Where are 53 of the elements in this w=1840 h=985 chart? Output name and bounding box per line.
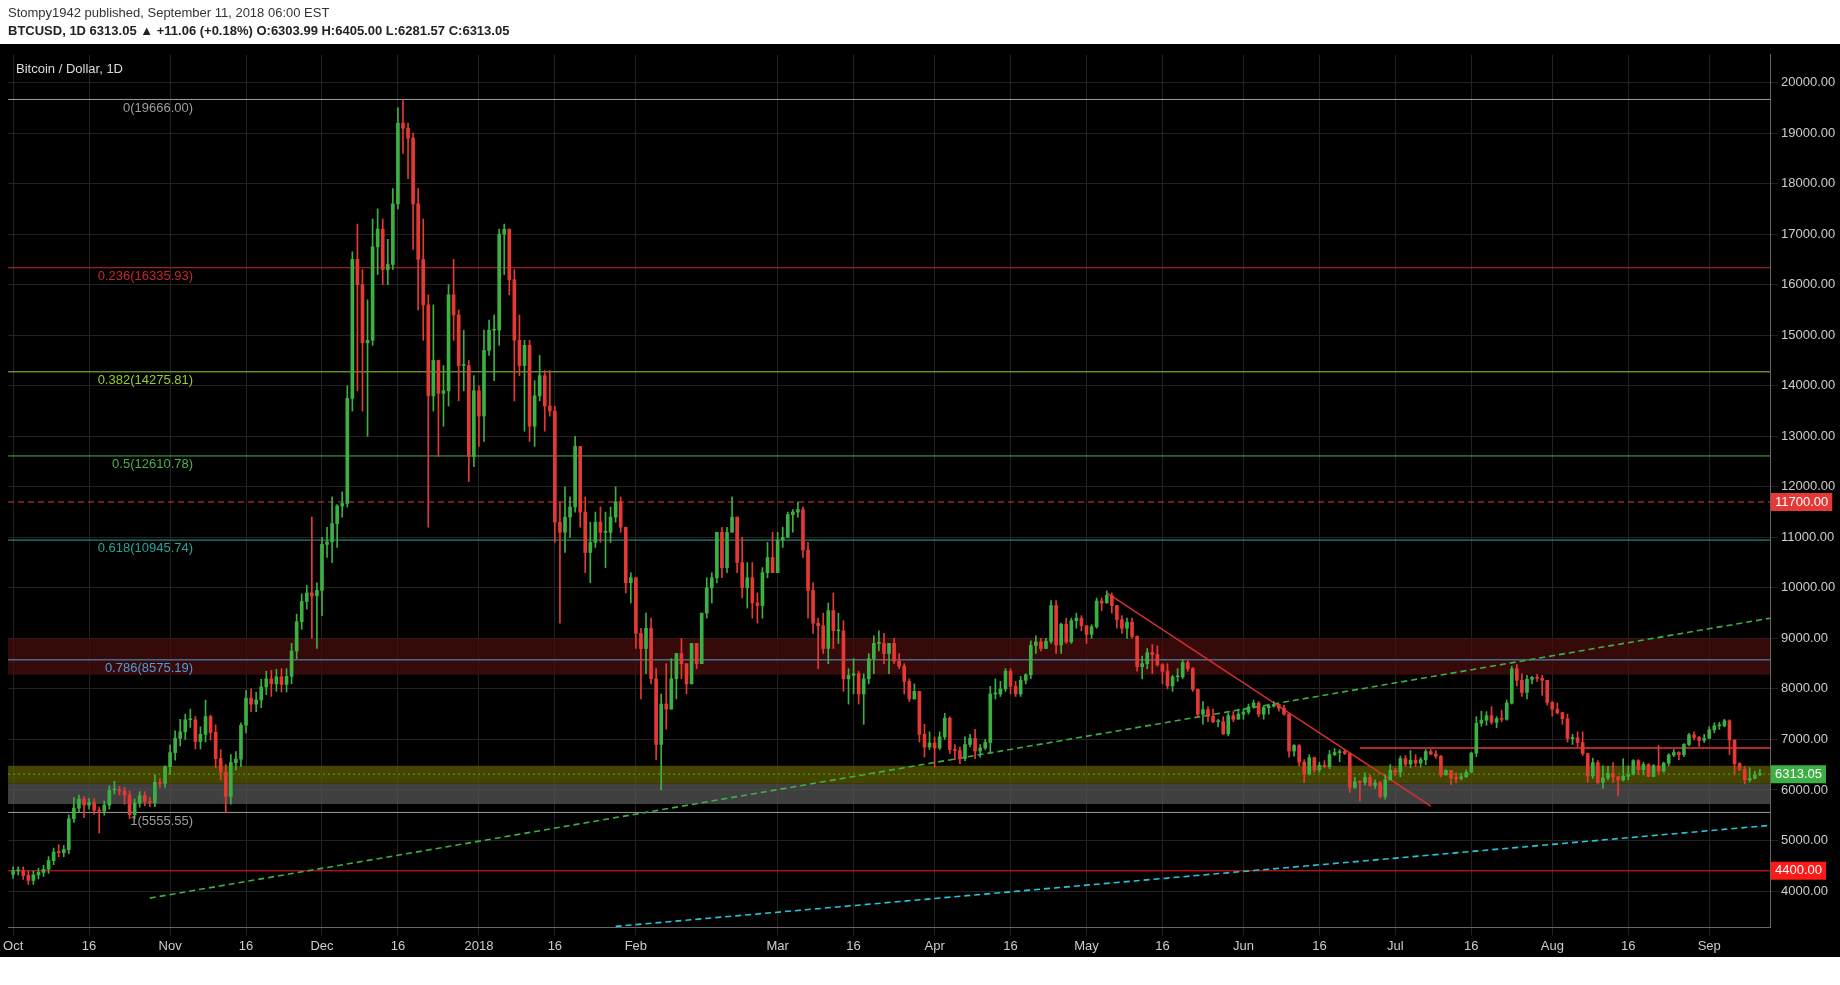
x-tick-label: 16: [238, 937, 254, 953]
y-tick-label: 12000.00: [1781, 478, 1836, 494]
y-tick-label: 17000.00: [1781, 225, 1836, 241]
ref-line-label: 0.5(12610.78): [112, 456, 194, 472]
y-tick-label: 20000.00: [1781, 74, 1836, 90]
x-tick-label: Feb: [624, 937, 648, 953]
x-tick-label: May: [1074, 937, 1100, 953]
y-tick-label: 7000.00: [1781, 731, 1828, 747]
y-tick-label: 10000.00: [1781, 579, 1836, 595]
x-tick-label: 16: [81, 937, 97, 953]
x-tick-label: Apr: [924, 937, 946, 953]
y-tick-label: 4000.00: [1781, 882, 1828, 898]
y-tick-label: 14000.00: [1781, 377, 1836, 393]
x-tick-label: 16: [390, 937, 406, 953]
x-tick-label: Jul: [1387, 937, 1404, 953]
x-tick-label: Sep: [1697, 937, 1721, 953]
ref-line-label: 11700.00: [1775, 493, 1829, 509]
ref-line-label: 0.236(16335.93): [97, 267, 194, 283]
x-tick-label: Jun: [1232, 937, 1254, 953]
x-tick-label: 16: [1155, 937, 1170, 953]
y-tick-label: 18000.00: [1781, 175, 1836, 191]
x-tick-label: 16: [547, 937, 563, 953]
x-tick-label: 16: [1003, 937, 1018, 953]
x-tick-label: Dec: [310, 937, 335, 953]
x-tick-label: 16: [1621, 937, 1636, 953]
x-tick-label: Mar: [766, 937, 790, 953]
y-tick-label: 5000.00: [1781, 832, 1828, 848]
ref-line-label: 0.382(14275.81): [97, 371, 194, 387]
y-tick-label: 16000.00: [1781, 276, 1836, 292]
y-tick-label: 11000.00: [1781, 528, 1835, 544]
ref-line-label: 4400.00: [1775, 862, 1822, 878]
y-tick-label: 15000.00: [1781, 326, 1836, 342]
y-tick-label: 13000.00: [1781, 427, 1836, 443]
ref-line-label: 1(5555.55): [130, 812, 194, 828]
x-tick-label: 2018: [464, 937, 494, 953]
ref-line-label: 6313.05: [1775, 765, 1822, 781]
text: Stompy1942 published, September 11, 2018 06:00 EST: [8, 4, 331, 22]
y-tick-label: 9000.00: [1781, 629, 1828, 645]
candlestick: [699, 612, 704, 664]
chart-subtitle: BTCUSD, 1D 6313.05 ▲ +11.06 (+0.18%) O:6303.99 H:6405.00 L:6281.57 C:6313.05: [8, 22, 511, 40]
ref-line-label: 0(19666.00): [122, 99, 194, 115]
y-tick-label: 19000.00: [1781, 124, 1836, 140]
x-tick-label: 16: [1312, 937, 1327, 953]
ref-line-label: 0.618(10945.74): [97, 540, 194, 556]
x-tick-label: Oct: [3, 937, 24, 953]
ref-line-label: 0.786(8575.19): [104, 659, 194, 675]
x-tick-label: Nov: [158, 937, 183, 953]
text: Bitcoin / Dollar, 1D: [16, 60, 123, 76]
x-tick-label: 16: [1464, 937, 1479, 953]
y-tick-label: 8000.00: [1781, 680, 1828, 696]
x-tick-label: 16: [846, 937, 861, 953]
y-tick-label: 6000.00: [1781, 781, 1828, 797]
x-tick-label: Aug: [1540, 937, 1564, 953]
